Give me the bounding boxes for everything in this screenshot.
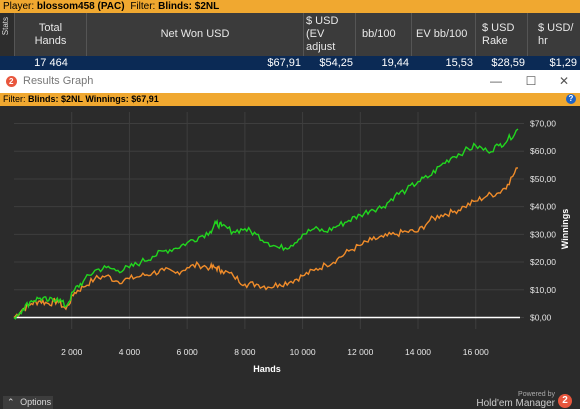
col-bb100[interactable]: bb/100 [356,13,412,56]
table-row[interactable]: 17 464 $67,91 $54,25 19,44 15,53 $28,59 … [0,56,580,70]
bottom-bar: ⌃ Options Powered by Hold'em Manager 2 [0,391,580,409]
col-net-won-label: Net Won USD [160,28,230,40]
graph-filter-text: Blinds: $2NL Winnings: $67,91 [28,94,159,104]
col-ev-bb100[interactable]: EV bb/100 [412,13,476,56]
x-tick-label: 10 000 [290,347,316,357]
y-tick-label: $40,00 [530,202,556,212]
player-label: Player: [3,1,35,12]
col-usd-hr-label: $ USD/ hr [538,21,574,47]
filter-value: Blinds: $2NL [158,1,220,12]
col-rake-label: $ USD Rake [482,21,515,47]
cell-total-hands: 17 464 [34,57,68,69]
x-tick-label: 2 000 [61,347,83,357]
player-name: blossom458 (PAC) [36,1,125,12]
cell-ev-adjust: $54,25 [319,57,353,69]
col-ev-adjust-label: $ USD (EV adjust [306,15,339,53]
series-line-net-won [13,128,519,320]
app-logo-icon [6,76,17,87]
results-chart: $0,00 $10,00 $20,00 $30,00 $40,00 $50,00 $60,0… [13,112,570,402]
y-tick-label: $0,00 [530,312,552,322]
plot-background [14,112,526,329]
x-tick-label: 16 000 [463,347,489,357]
cell-usd-hr: $1,29 [549,57,577,69]
y-axis-label: Winnings [560,209,570,249]
hm-logo-icon: 2 [558,394,572,408]
x-tick-label: 6 000 [177,347,199,357]
brand-name: Hold'em Manager [476,398,555,409]
help-icon[interactable]: ? [566,94,576,104]
col-bb100-label: bb/100 [362,28,396,40]
maximize-button[interactable]: ☐ [525,74,537,88]
cell-bb100: 19,44 [381,57,409,69]
x-tick-label: 12 000 [347,347,373,357]
cell-rake: $28,59 [491,57,525,69]
chart-grid [14,112,526,329]
y-tick-label: $60,00 [530,146,556,156]
col-total-hands-label: Total Hands [34,21,67,47]
player-filter-bar: Player: blossom458 (PAC) Filter: Blinds:… [0,0,580,13]
cell-ev-bb100: 15,53 [445,57,473,69]
stats-table: Stats Total Hands Net Won USD $ USD (EV … [0,13,580,56]
col-total-hands[interactable]: Total Hands [15,13,87,56]
x-tick-label: 8 000 [234,347,256,357]
powered-by-text: Powered by [518,391,555,398]
chart-lines [13,128,519,320]
y-tick-label: $30,00 [530,229,556,239]
x-axis-label: Hands [253,364,281,374]
window-titlebar[interactable]: Results Graph — ☐ ✕ [0,70,580,93]
window-title: Results Graph [23,75,94,87]
y-tick-label: $50,00 [530,174,556,184]
stats-side-tab-label: Stats [1,17,10,36]
cell-net-won: $67,91 [267,57,301,69]
col-rake[interactable]: $ USD Rake [476,13,528,56]
options-button[interactable]: ⌃ Options [3,396,53,409]
y-tick-label: $70,00 [530,119,556,129]
col-ev-bb100-label: EV bb/100 [416,28,468,40]
y-ticks: $0,00 $10,00 $20,00 $30,00 $40,00 $50,00 $60,0… [530,119,556,323]
minimize-button[interactable]: — [490,74,502,88]
filter-label: Filter: [130,1,156,12]
col-ev-adjust[interactable]: $ USD (EV adjust [304,13,356,56]
stats-side-tab[interactable]: Stats [0,13,15,56]
col-net-won[interactable]: Net Won USD [87,13,304,56]
chevron-up-icon: ⌃ [7,397,15,407]
col-usd-hr[interactable]: $ USD/ hr [528,13,580,56]
y-tick-label: $20,00 [530,257,556,267]
y-tick-label: $10,00 [530,285,556,295]
graph-filter-label: Filter: [3,94,26,104]
x-tick-label: 4 000 [119,347,141,357]
x-ticks: 2 000 4 000 6 000 8 000 10 000 12 000 14 000 16… [61,347,489,357]
options-label: Options [20,397,52,407]
x-tick-label: 14 000 [405,347,431,357]
graph-filter-bar: Filter: Blinds: $2NL Winnings: $67,91 ? [0,93,580,106]
close-button[interactable]: ✕ [558,74,570,88]
